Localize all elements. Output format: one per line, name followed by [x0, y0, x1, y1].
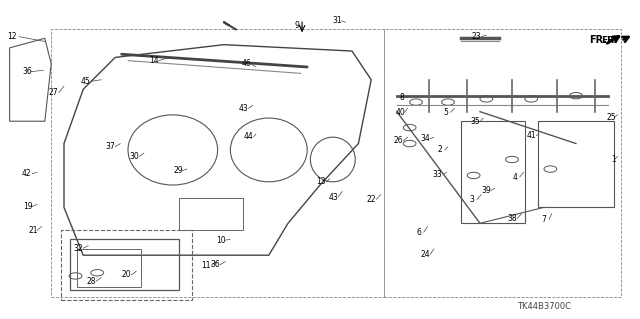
Text: 13: 13: [316, 177, 326, 186]
Text: 46: 46: [241, 59, 252, 68]
Text: 24: 24: [420, 250, 431, 259]
Text: 21: 21: [29, 226, 38, 235]
Text: 12: 12: [7, 32, 16, 41]
Text: 39: 39: [481, 186, 492, 195]
Text: 2: 2: [438, 145, 443, 154]
Text: 1: 1: [611, 155, 616, 164]
Text: 29: 29: [173, 166, 183, 175]
Text: 4: 4: [513, 173, 518, 182]
Text: 32: 32: [73, 244, 83, 253]
Text: 34: 34: [420, 134, 431, 143]
Text: 11: 11: [202, 261, 211, 270]
Text: TK44B3700C: TK44B3700C: [517, 302, 571, 311]
Text: 35: 35: [470, 117, 480, 126]
Text: 43: 43: [328, 193, 339, 202]
Text: 7: 7: [541, 215, 547, 224]
Text: 43: 43: [239, 104, 249, 113]
Text: 14: 14: [148, 56, 159, 65]
Text: FR.: FR.: [601, 36, 618, 45]
Text: 30: 30: [129, 152, 140, 161]
Text: 22: 22: [367, 195, 376, 204]
Text: 26: 26: [393, 137, 403, 145]
Text: 42: 42: [22, 169, 32, 178]
Text: 40: 40: [395, 108, 405, 117]
Text: 23: 23: [472, 32, 482, 41]
Text: 44: 44: [243, 132, 253, 141]
Text: 25: 25: [606, 113, 616, 122]
Text: 3: 3: [470, 195, 475, 204]
Text: 31: 31: [332, 16, 342, 25]
Text: 41: 41: [526, 131, 536, 140]
Text: 36: 36: [22, 67, 32, 76]
Text: 9: 9: [294, 21, 300, 30]
Text: FR.: FR.: [589, 35, 607, 45]
Text: 8: 8: [399, 93, 404, 102]
Text: 33: 33: [433, 170, 443, 179]
Text: 28: 28: [86, 277, 95, 286]
Text: 19: 19: [22, 202, 33, 211]
Text: 37: 37: [106, 142, 116, 151]
Text: 20: 20: [121, 271, 131, 279]
Text: 45: 45: [80, 77, 90, 86]
Text: 6: 6: [417, 228, 422, 237]
Text: 5: 5: [444, 108, 449, 117]
Text: 36: 36: [211, 260, 221, 269]
Text: 10: 10: [216, 236, 226, 245]
Text: 27: 27: [48, 88, 58, 97]
Text: 38: 38: [507, 214, 517, 223]
